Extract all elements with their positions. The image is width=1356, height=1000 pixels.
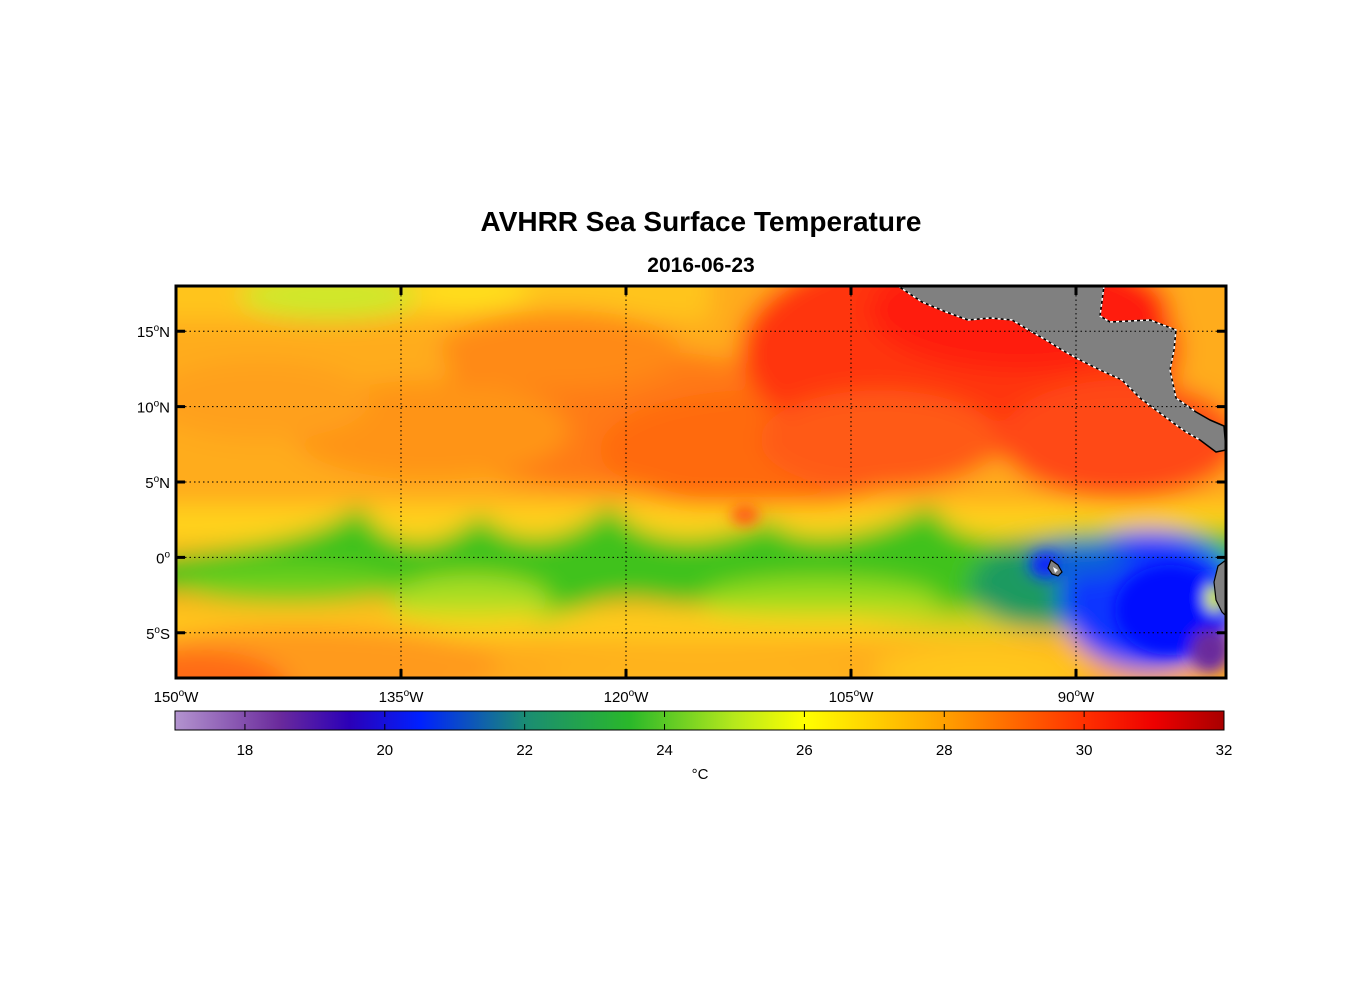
longitude-labels: 150oW 135oW 120oW 105oW 90oW (154, 688, 1095, 706)
colorbar-tick-label: 28 (936, 742, 953, 759)
map-title: AVHRR Sea Surface Temperature (480, 206, 922, 237)
lat-label: 5oN (145, 474, 170, 492)
colorbar-tick-label: 24 (656, 742, 673, 759)
colorbar: 18 20 22 24 26 28 30 32 °C (174, 710, 1233, 783)
lat-label: 15oN (137, 323, 170, 341)
lon-label: 135oW (379, 688, 425, 706)
land-south-america (1213, 559, 1226, 617)
lon-label: 150oW (154, 688, 200, 706)
lat-label: 5oS (146, 625, 170, 643)
lon-label: 105oW (829, 688, 875, 706)
colorbar-ticks: 18 20 22 24 26 28 30 32 (237, 711, 1233, 759)
land-galapagos (1047, 559, 1063, 577)
colorbar-tick-label: 22 (516, 742, 533, 759)
lon-label: 90oW (1058, 688, 1095, 706)
land-central-america (897, 286, 1226, 453)
colorbar-tick-label: 26 (796, 742, 813, 759)
map-ticks (176, 286, 1226, 678)
colorbar-tick-label: 30 (1076, 742, 1093, 759)
lat-label: 0o (156, 549, 170, 567)
colorbar-tick-label: 32 (1216, 742, 1233, 759)
colorbar-unit: °C (692, 766, 709, 783)
lon-label: 120oW (604, 688, 650, 706)
map-date: 2016-06-23 (647, 254, 755, 277)
latitude-labels: 15oN 10oN 5oN 0o 5oS (137, 323, 171, 643)
colorbar-bar (174, 710, 1225, 731)
colorbar-tick-label: 20 (376, 742, 393, 759)
lat-label: 10oN (137, 399, 170, 417)
colorbar-tick-label: 18 (237, 742, 254, 759)
